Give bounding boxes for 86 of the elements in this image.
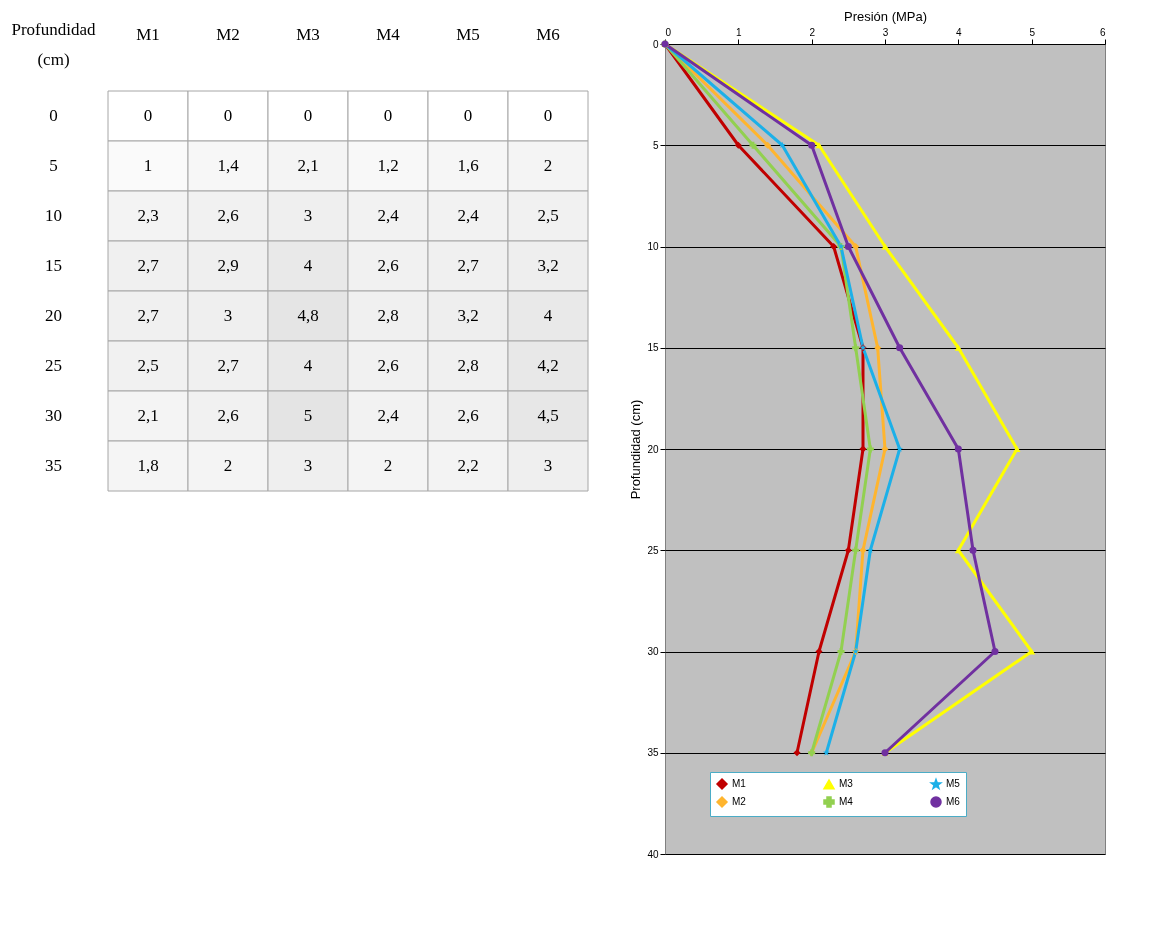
data-label: 2,4: [377, 206, 400, 225]
legend-label: M4: [839, 796, 854, 807]
y-tick-label: 20: [45, 306, 62, 325]
data-label: 3: [303, 206, 313, 225]
legend-label: M5: [946, 778, 961, 790]
data-label: 3,2: [537, 256, 559, 275]
x-tick-label: 6: [1099, 26, 1106, 38]
data-label: 2,8: [457, 356, 479, 375]
data-label: 0: [303, 106, 313, 125]
y-tick-label: 40: [647, 848, 659, 860]
legend-label: M1: [732, 778, 747, 789]
y-tick-label: 30: [647, 646, 659, 657]
data-label: 1,6: [457, 156, 479, 175]
y-tick-label: 35: [647, 747, 659, 759]
data-label: 2: [223, 456, 233, 475]
data-label: 4,2: [537, 356, 559, 375]
data-label: 3,2: [457, 306, 479, 325]
y-tick-label: 20: [647, 443, 659, 455]
data-label: 0: [463, 106, 473, 125]
data-label: 2,5: [537, 206, 559, 225]
x-tick-label: 3: [882, 26, 889, 38]
y-tick-label: 5: [49, 156, 58, 175]
data-label: 3: [303, 456, 313, 475]
data-label: 2,6: [217, 406, 239, 425]
legend-label: M2: [732, 796, 747, 807]
data-label: 2,3: [137, 206, 159, 225]
data-label: 0: [383, 106, 393, 125]
data-label: 5: [303, 406, 313, 425]
data-label: 2,7: [217, 356, 240, 375]
y-tick-label: 25: [647, 544, 659, 556]
data-label: 2,7: [137, 256, 160, 275]
y-tick-label: 30: [45, 406, 62, 425]
y-tick-label: 35: [45, 456, 62, 475]
data-label: 0: [143, 106, 153, 125]
x-tick-label: 1: [736, 26, 743, 38]
x-tick-label: 0: [665, 26, 672, 38]
x-tick-label: 2: [809, 26, 816, 38]
data-label: 2,6: [457, 406, 479, 425]
y-tick-label: 15: [647, 342, 659, 354]
data-label: 4: [303, 256, 313, 275]
data-label: 2,6: [377, 356, 399, 375]
legend-label: M6: [946, 796, 961, 807]
y-tick-label: 10: [45, 206, 62, 225]
data-label: 2,4: [377, 406, 400, 425]
x-axis-title: Presión (MPa): [843, 8, 928, 24]
data-label: 2,1: [137, 406, 159, 425]
y-tick-label: 10: [647, 241, 659, 252]
y-axis-title: Profundidad (cm): [628, 399, 644, 500]
data-label: 1,4: [217, 156, 240, 175]
data-label: 2,8: [377, 306, 399, 325]
data-label: 4,5: [537, 406, 559, 425]
legend-label: M3: [839, 778, 854, 790]
y-tick-label: 0: [49, 106, 58, 125]
data-label: 2,6: [377, 256, 399, 275]
data-label: 2,2: [457, 456, 479, 475]
data-label: 4: [543, 306, 553, 325]
data-label: 2,6: [217, 206, 239, 225]
x-tick-label: M1: [136, 24, 160, 44]
x-tick-label: 4: [956, 26, 963, 38]
data-label: 2,7: [137, 306, 160, 325]
data-label: 3: [223, 306, 233, 325]
data-label: 2: [543, 156, 553, 175]
data-label: 1: [143, 156, 153, 175]
data-label: 2,4: [457, 206, 480, 225]
x-tick-label: M5: [456, 24, 480, 44]
data-label: 2,1: [297, 156, 319, 175]
x-tick-label: M3: [296, 24, 320, 44]
data-label: 0: [543, 106, 553, 125]
y-tick-label: 5: [652, 139, 659, 151]
data-label: 2,7: [457, 256, 480, 275]
data-label: 2: [383, 456, 393, 475]
data-label: 1,8: [137, 456, 159, 475]
x-tick-label: M4: [376, 24, 401, 44]
data-label: 3: [543, 456, 553, 475]
y-axis-title: Profundidad (cm): [11, 19, 97, 69]
data-label: 4: [303, 356, 313, 375]
x-tick-label: M2: [216, 24, 240, 44]
data-label: 2,5: [137, 356, 159, 375]
y-tick-label: 15: [45, 256, 62, 275]
x-tick-label: 5: [1029, 26, 1036, 38]
data-label: 4,8: [297, 306, 319, 325]
y-tick-label: 25: [45, 356, 62, 375]
data-label: 1,2: [377, 156, 399, 175]
data-label: 0: [223, 106, 233, 125]
data-label: 2,9: [217, 256, 239, 275]
x-tick-label: M6: [536, 24, 560, 44]
